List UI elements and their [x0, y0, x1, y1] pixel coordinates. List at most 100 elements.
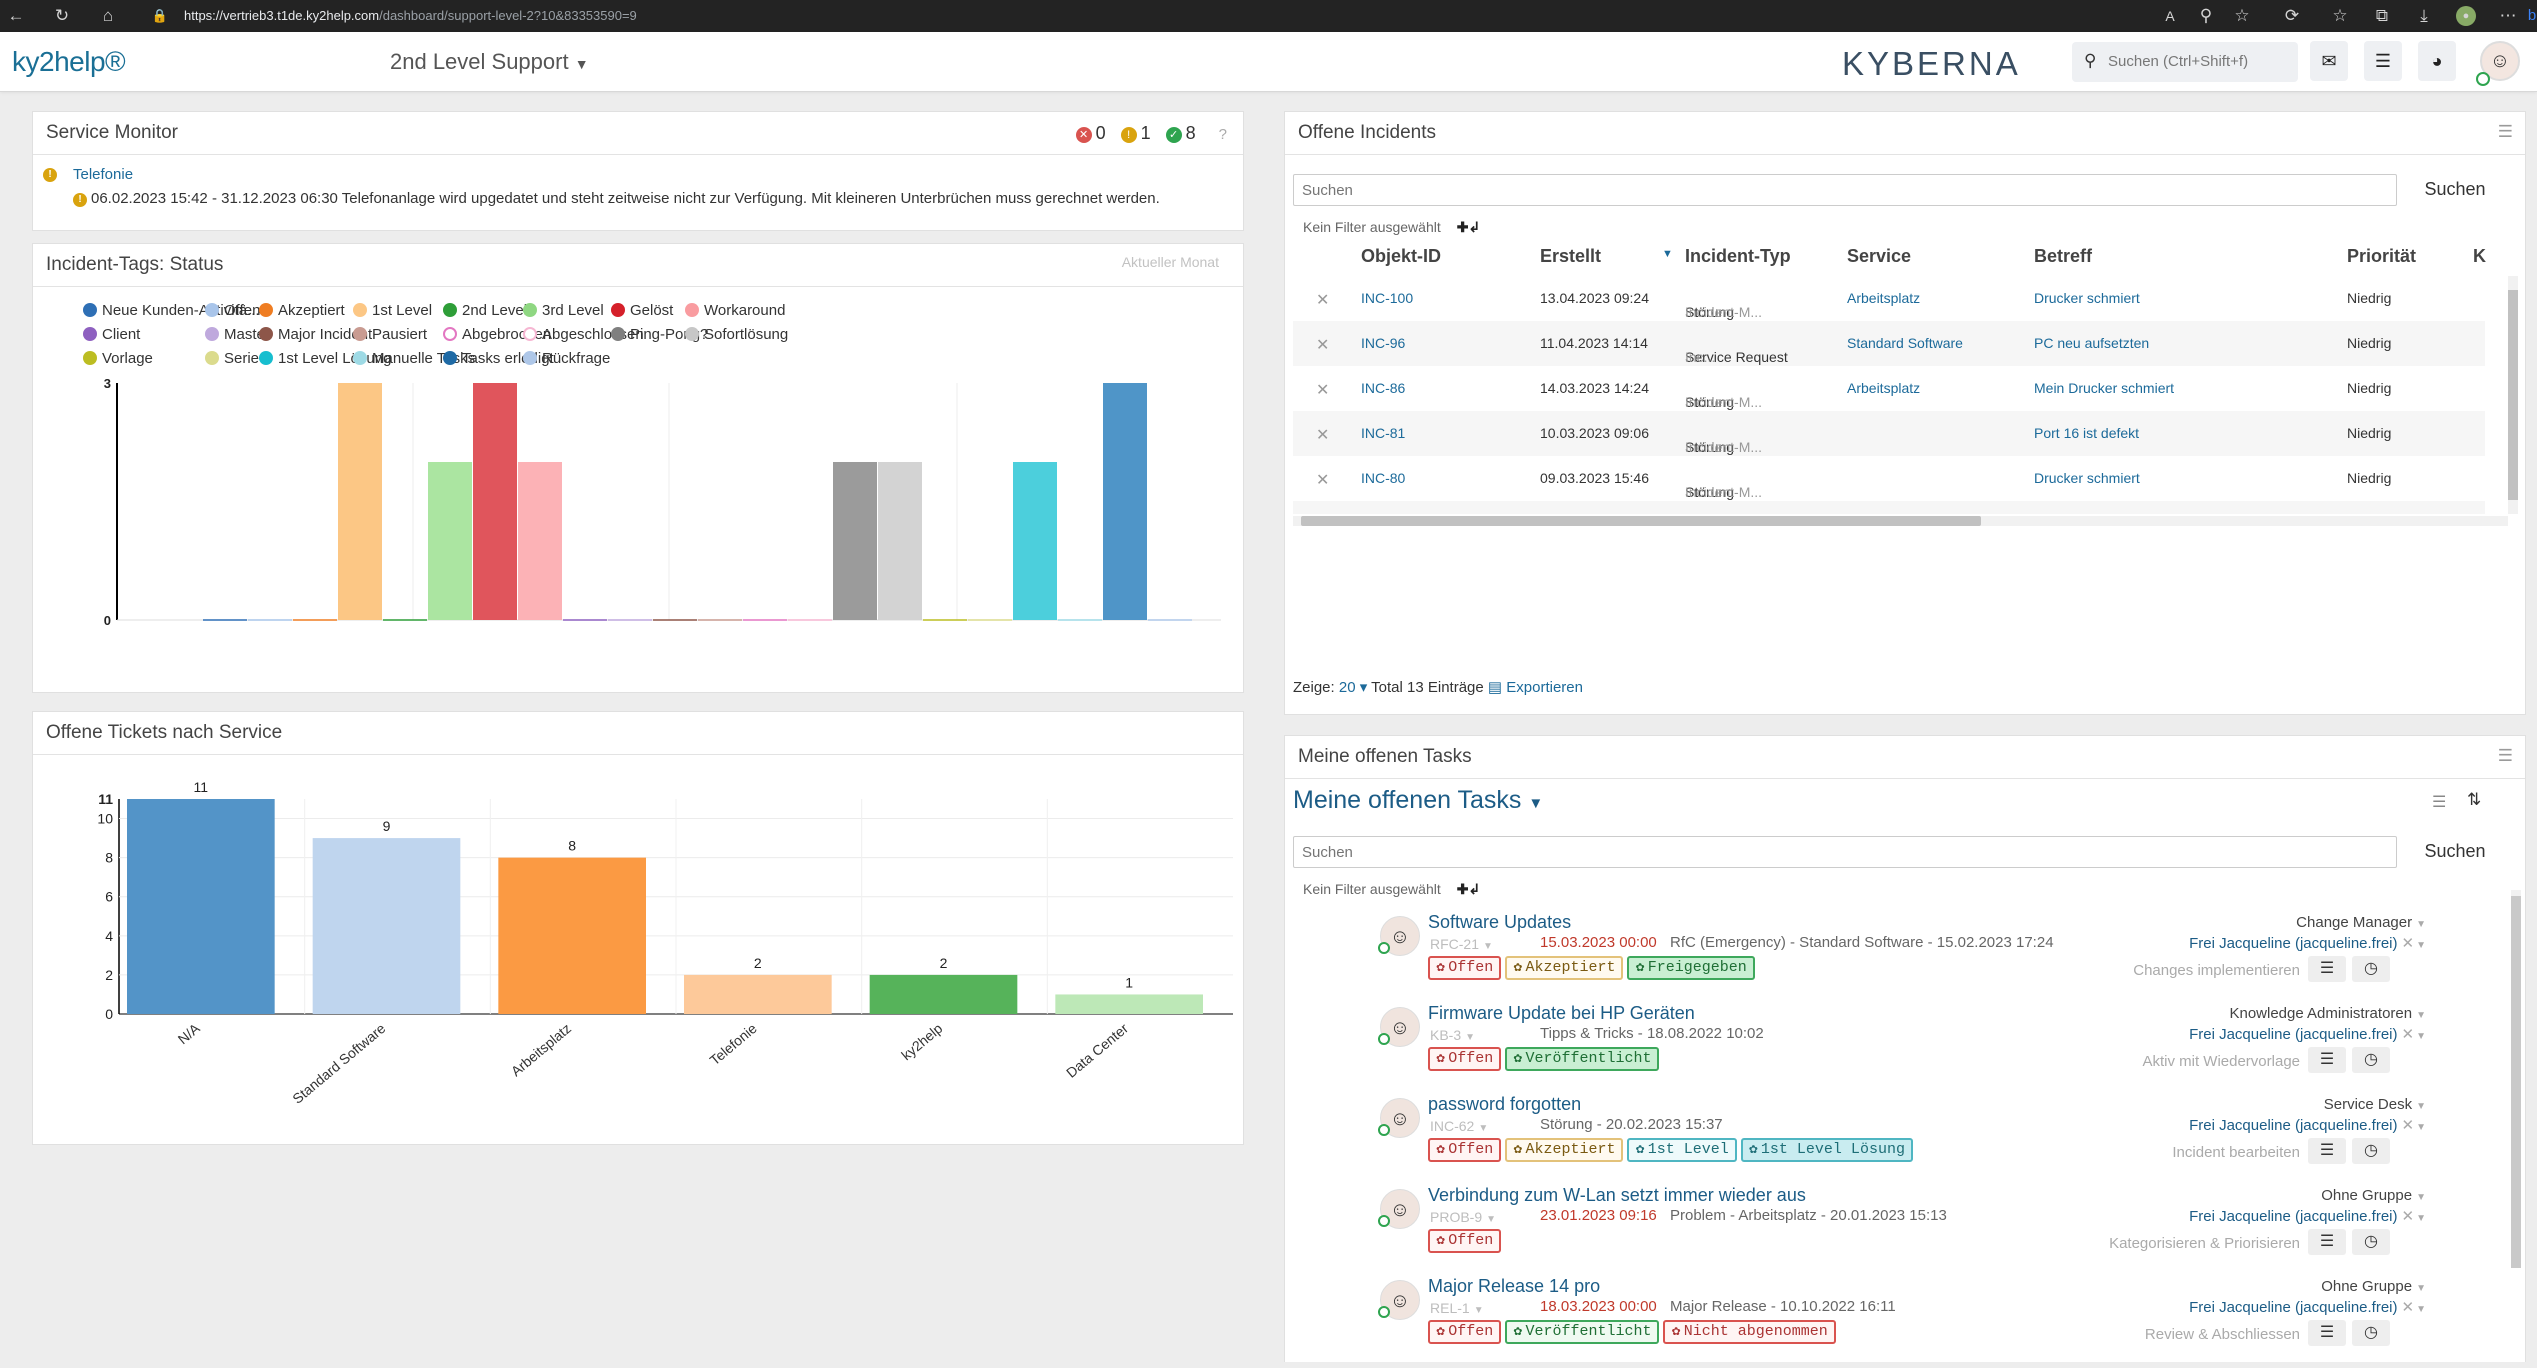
bar[interactable] — [1055, 994, 1203, 1014]
legend-item[interactable]: Workaround — [685, 302, 785, 319]
owner-select[interactable]: Frei Jacqueline (jacqueline.frei) ✕ ▼ — [2189, 1298, 2426, 1316]
legend-item[interactable]: Rückfrage — [523, 350, 610, 367]
status-tag[interactable]: ✿ Offen — [1428, 1229, 1502, 1253]
service-link[interactable]: Arbeitsplatz — [1847, 290, 1921, 306]
incident-search-button[interactable]: Suchen — [2424, 179, 2486, 199]
group-select[interactable]: Change Manager ▼ — [2296, 914, 2426, 931]
subject-link[interactable]: Drucker schmiert — [2034, 470, 2140, 486]
task-timer-button[interactable]: ◷ — [2352, 1229, 2390, 1255]
legend-item[interactable]: 1st Level — [353, 302, 432, 319]
help-icon[interactable]: ? — [1218, 126, 1227, 143]
task-item[interactable]: ☺ Verbindung zum W-Lan setzt immer wieder… — [1378, 1185, 2426, 1277]
favorite-add-icon[interactable]: ☆ — [2234, 6, 2250, 25]
table-row[interactable]: ✕ INC-81 10.03.2023 09:06 Störung Incident-… — [1293, 411, 2485, 456]
list-button[interactable]: ☰ — [2364, 41, 2402, 81]
bar[interactable] — [127, 799, 275, 1014]
legend-item[interactable]: Neue Kunden-Aktivitä... — [83, 302, 260, 319]
bar[interactable] — [869, 974, 1018, 1014]
remove-icon[interactable]: ✕ — [1316, 427, 1330, 444]
edge-sidebar-icon[interactable]: b — [2527, 7, 2537, 24]
table-row[interactable]: ✕ INC-96 11.04.2023 14:14 Service Request I… — [1293, 321, 2485, 366]
service-link[interactable]: Telefonie — [73, 166, 134, 183]
ky2help-logo[interactable]: ky2help® — [12, 46, 126, 77]
next-action[interactable]: Changes implementieren — [2133, 962, 2300, 979]
status-tag[interactable]: ✿ Freigegeben — [1627, 956, 1755, 980]
legend-item[interactable]: Serie — [205, 350, 259, 367]
vertical-scrollbar[interactable] — [2511, 890, 2521, 1268]
column-header[interactable]: Priorität — [2347, 246, 2417, 266]
task-timer-button[interactable]: ◷ — [2352, 1047, 2390, 1073]
add-filter-icon[interactable]: ✚↲ — [1456, 881, 1481, 897]
column-header[interactable]: Service — [1847, 246, 1912, 266]
dashboard-selector[interactable]: 2nd Level Support ▼ — [390, 49, 589, 75]
scroll-thumb[interactable] — [2511, 896, 2521, 1268]
task-menu-button[interactable]: ☰ — [2308, 1320, 2346, 1346]
subject-link[interactable]: Drucker schmiert — [2034, 290, 2140, 306]
table-row[interactable]: ✕ INC-100 13.04.2023 09:24 Störung Incident… — [1293, 276, 2485, 321]
owner-select[interactable]: Frei Jacqueline (jacqueline.frei) ✕ ▼ — [2189, 934, 2426, 952]
remove-icon[interactable]: ✕ — [1316, 382, 1330, 399]
group-select[interactable]: Ohne Gruppe ▼ — [2321, 1278, 2426, 1295]
task-item[interactable]: ☺ Major Release 14 pro REL-1 ▼ 18.03.2023 00… — [1378, 1276, 2426, 1368]
task-id[interactable]: KB-3 ▼ — [1430, 1027, 1475, 1043]
bar[interactable] — [473, 383, 517, 620]
service-link[interactable]: Standard Software — [1847, 335, 1963, 351]
status-tag[interactable]: ✿ Veröffentlicht — [1505, 1047, 1660, 1071]
legend-item[interactable]: Client — [83, 326, 140, 343]
subject-link[interactable]: Mein Drucker schmiert — [2034, 380, 2175, 396]
legend-item[interactable]: Offen — [205, 302, 260, 319]
bar[interactable] — [878, 462, 922, 620]
scroll-thumb[interactable] — [2508, 290, 2518, 500]
list-icon[interactable]: ☰ — [2497, 746, 2513, 765]
task-menu-button[interactable]: ☰ — [2308, 1047, 2346, 1073]
task-title[interactable]: Software Updates — [1428, 912, 1572, 932]
status-tag[interactable]: ✿ Offen — [1428, 1138, 1502, 1162]
reload-icon[interactable]: ↻ — [54, 6, 70, 25]
service-link[interactable]: Arbeitsplatz — [1847, 380, 1921, 396]
incident-search-input[interactable] — [1293, 174, 2397, 206]
bar[interactable] — [684, 974, 832, 1014]
download-icon[interactable]: ⤓ — [2420, 6, 2428, 25]
next-action[interactable]: Kategorisieren & Priorisieren — [2109, 1235, 2300, 1252]
group-select[interactable]: Knowledge Administratoren ▼ — [2229, 1005, 2426, 1022]
status-tag[interactable]: ✿ 1st Level Lösung — [1740, 1138, 1913, 1162]
legend-item[interactable]: Akzeptiert — [259, 302, 345, 319]
legend-item[interactable]: Vorlage — [83, 350, 153, 367]
legend-item[interactable]: 2nd Level — [443, 302, 527, 319]
incident-id[interactable]: INC-100 — [1361, 290, 1414, 306]
legend-item[interactable]: Gelöst — [611, 302, 673, 319]
owner-select[interactable]: Frei Jacqueline (jacqueline.frei) ✕ ▼ — [2189, 1116, 2426, 1134]
status-tag[interactable]: ✿ Offen — [1428, 956, 1502, 980]
task-timer-button[interactable]: ◷ — [2352, 1138, 2390, 1164]
task-id[interactable]: REL-1 ▼ — [1430, 1300, 1484, 1316]
subject-link[interactable]: PC neu aufsetzten — [2034, 335, 2150, 351]
status-tag[interactable]: ✿ Nicht abgenommen — [1663, 1320, 1836, 1344]
legend-item[interactable]: Pausiert — [353, 326, 427, 343]
sort-desc-icon[interactable]: ▼ — [1662, 248, 1673, 260]
bar[interactable] — [428, 462, 472, 620]
bar[interactable] — [518, 462, 562, 620]
task-menu-button[interactable]: ☰ — [2308, 1138, 2346, 1164]
profile-icon[interactable]: ● — [2456, 6, 2476, 26]
group-select[interactable]: Service Desk ▼ — [2324, 1096, 2426, 1113]
export-link[interactable]: ▤ Exportieren — [1488, 679, 1583, 696]
back-icon[interactable]: ← — [7, 6, 25, 25]
bar[interactable] — [312, 838, 461, 1014]
next-action[interactable]: Review & Abschliessen — [2144, 1326, 2300, 1343]
dashboard-button[interactable]: ◕ — [2418, 41, 2456, 81]
bar[interactable] — [338, 383, 382, 620]
column-header[interactable]: K — [2473, 246, 2486, 266]
legend-item[interactable]: Sofortlösung — [685, 326, 788, 343]
bar[interactable] — [1103, 383, 1147, 620]
task-menu-button[interactable]: ☰ — [2308, 1229, 2346, 1255]
incident-id[interactable]: INC-81 — [1361, 425, 1406, 441]
address-bar[interactable]: https://vertrieb3.t1de.ky2help.com/dashb… — [184, 8, 637, 23]
column-header[interactable]: Betreff — [2034, 246, 2093, 266]
bar[interactable] — [1013, 462, 1057, 620]
remove-icon[interactable]: ✕ — [1316, 292, 1330, 309]
inbox-button[interactable]: ✉ — [2310, 41, 2348, 81]
task-title[interactable]: password forgotten — [1428, 1094, 1582, 1114]
task-title[interactable]: Firmware Update bei HP Geräten — [1428, 1003, 1695, 1023]
task-title[interactable]: Verbindung zum W-Lan setzt immer wieder … — [1428, 1185, 1806, 1205]
owner-select[interactable]: Frei Jacqueline (jacqueline.frei) ✕ ▼ — [2189, 1207, 2426, 1225]
